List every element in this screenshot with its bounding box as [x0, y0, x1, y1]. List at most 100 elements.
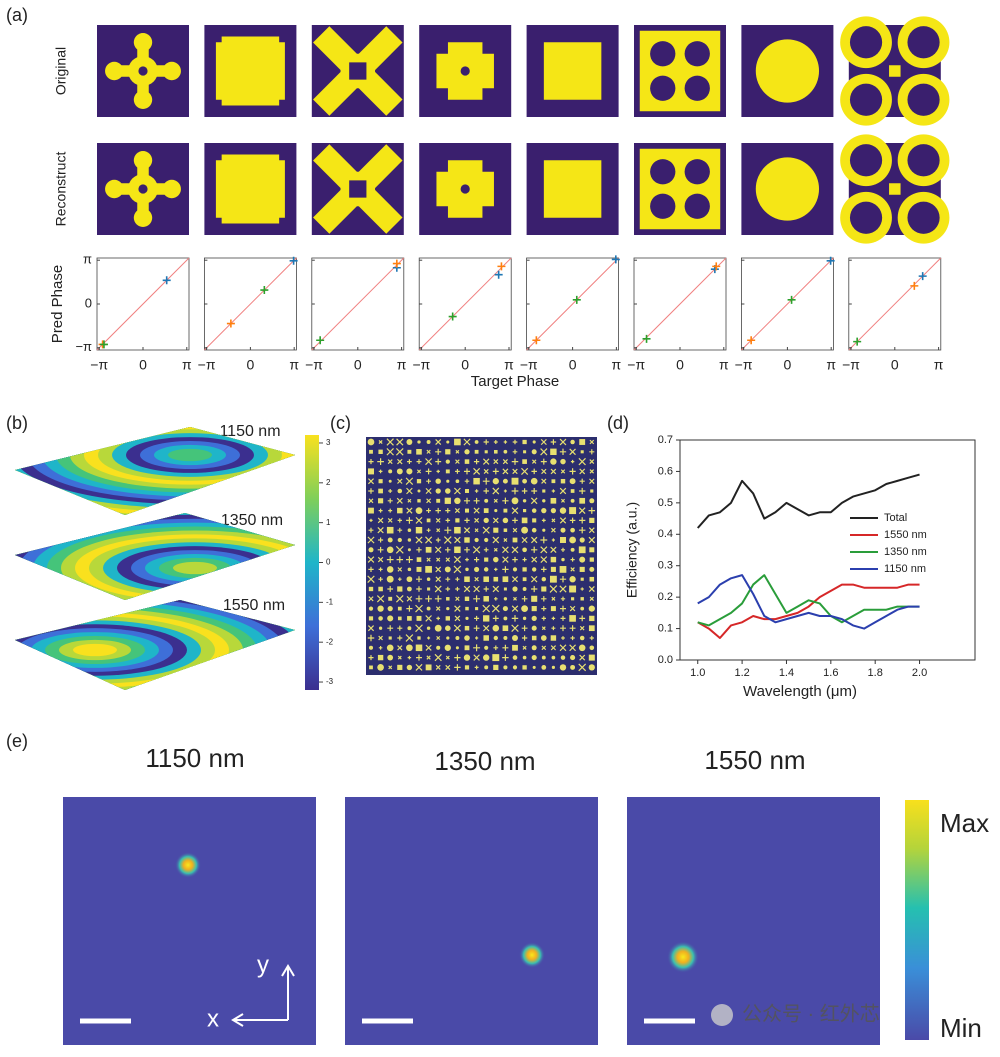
panel-label: (e)	[6, 731, 28, 751]
meta-atom-dot	[386, 438, 394, 446]
meta-atom-dot	[502, 468, 509, 475]
meta-atom	[419, 25, 512, 117]
meta-atom-dot	[541, 596, 547, 602]
meta-atom-dot	[579, 654, 586, 661]
meta-atom-dot	[388, 665, 393, 670]
meta-atom-dot	[378, 439, 383, 445]
meta-atom-dot	[434, 595, 442, 603]
meta-atom-dot	[561, 636, 565, 640]
meta-atom-dot	[589, 635, 594, 641]
meta-atom-dot	[397, 478, 403, 484]
meta-atom-dot	[541, 586, 547, 592]
x-tick-label: π	[934, 357, 944, 373]
meta-atom-dot	[483, 567, 489, 572]
meta-atom-dot	[426, 478, 431, 484]
meta-atom-dot	[522, 645, 527, 650]
meta-atom-dot	[541, 655, 546, 660]
y-tick-label: 0.6	[658, 465, 673, 477]
atom-pixel	[133, 90, 153, 109]
colorbar-tick-label: 1	[326, 518, 331, 527]
meta-atom-dot	[445, 664, 451, 670]
meta-atom-dot	[541, 576, 547, 582]
meta-atom-dot	[550, 645, 557, 651]
meta-atom-dot	[415, 507, 423, 514]
meta-atom-dot	[425, 458, 433, 466]
atom-pixel	[650, 159, 676, 185]
meta-atom-dot	[474, 489, 479, 493]
meta-atom-dot	[542, 528, 546, 532]
meta-atom-dot	[377, 605, 384, 612]
meta-atom-dot	[569, 478, 576, 485]
meta-atom-dot	[502, 644, 509, 651]
meta-atom-dot	[541, 478, 547, 484]
row-label: Reconstruct	[53, 152, 69, 227]
meta-atom-dot	[569, 576, 576, 583]
meta-atom-dot	[454, 615, 461, 622]
x-tick-label: π	[826, 357, 836, 373]
meta-atom-dot	[522, 655, 527, 660]
meta-atom-dot	[388, 636, 392, 640]
meta-atom-dot	[455, 449, 460, 454]
meta-atom-dot	[502, 576, 509, 583]
meta-atom-dot	[589, 557, 594, 562]
atom-pixel	[907, 26, 940, 59]
meta-atom-dot	[427, 587, 431, 591]
meta-atom-dot	[416, 449, 422, 455]
meta-atom-dot	[502, 606, 508, 612]
x-tick-label: 1.4	[779, 667, 794, 679]
atom-pixel	[543, 42, 602, 100]
meta-atom-dot	[589, 439, 595, 445]
meta-atom-dot	[368, 507, 374, 514]
meta-atom-dot	[426, 508, 431, 513]
meta-atom-dot	[502, 546, 509, 554]
panel-label: (b)	[6, 413, 28, 433]
meta-atom-dot	[522, 567, 527, 572]
meta-atom-dot	[397, 518, 402, 523]
meta-atom-dot	[388, 596, 393, 601]
atom-pixel	[133, 33, 153, 52]
meta-atom-dot	[426, 606, 431, 611]
meta-atom-dot	[483, 654, 490, 661]
x-tick-label: 0	[676, 357, 684, 373]
meta-atom-dot	[474, 440, 479, 444]
scatter-point	[392, 259, 401, 268]
meta-atom-dot	[464, 449, 470, 455]
meta-atom-dot	[445, 518, 451, 523]
meta-atom-dot	[484, 557, 489, 562]
meta-atom-dot	[541, 507, 547, 514]
meta-atom-dot	[493, 547, 498, 552]
meta-atom-dot	[416, 557, 422, 562]
meta-atom-dot	[473, 595, 481, 603]
meta-atom-dot	[396, 468, 403, 475]
meta-atom-dot	[397, 488, 403, 494]
meta-atom-dot	[367, 556, 375, 563]
meta-atom-dot	[387, 605, 393, 612]
meta-atom-dot	[367, 438, 375, 446]
meta-atom-dot	[378, 479, 383, 484]
meta-atom-dot	[551, 596, 556, 601]
meta-atom-dot	[464, 459, 470, 464]
meta-atom-dot	[530, 575, 538, 583]
meta-atom-dot	[589, 645, 595, 651]
meta-atom-dot	[541, 616, 546, 621]
meta-atom-dot	[455, 636, 460, 640]
meta-atom-dot	[540, 536, 548, 544]
atom-pixel	[684, 159, 710, 185]
meta-atom-dot	[378, 508, 383, 513]
meta-atom-dot	[445, 616, 450, 621]
meta-atom-dot	[453, 565, 462, 574]
meta-atom-dot	[426, 528, 431, 533]
meta-atom-dot	[560, 458, 566, 465]
meta-atom-dot	[378, 576, 383, 582]
x-tick-label: 1.6	[823, 667, 838, 679]
wavelength-label: 1150 nm	[219, 423, 280, 440]
meta-atom-dot	[407, 567, 412, 572]
meta-atom-dot	[512, 665, 518, 670]
series-line	[697, 583, 920, 639]
meta-atom-dot	[512, 567, 518, 572]
meta-atom-dot	[475, 636, 479, 640]
meta-atom-dot	[521, 595, 528, 602]
meta-atom-dot	[513, 596, 517, 601]
meta-atom-dot	[578, 457, 586, 466]
meta-atom-dot	[560, 537, 566, 543]
